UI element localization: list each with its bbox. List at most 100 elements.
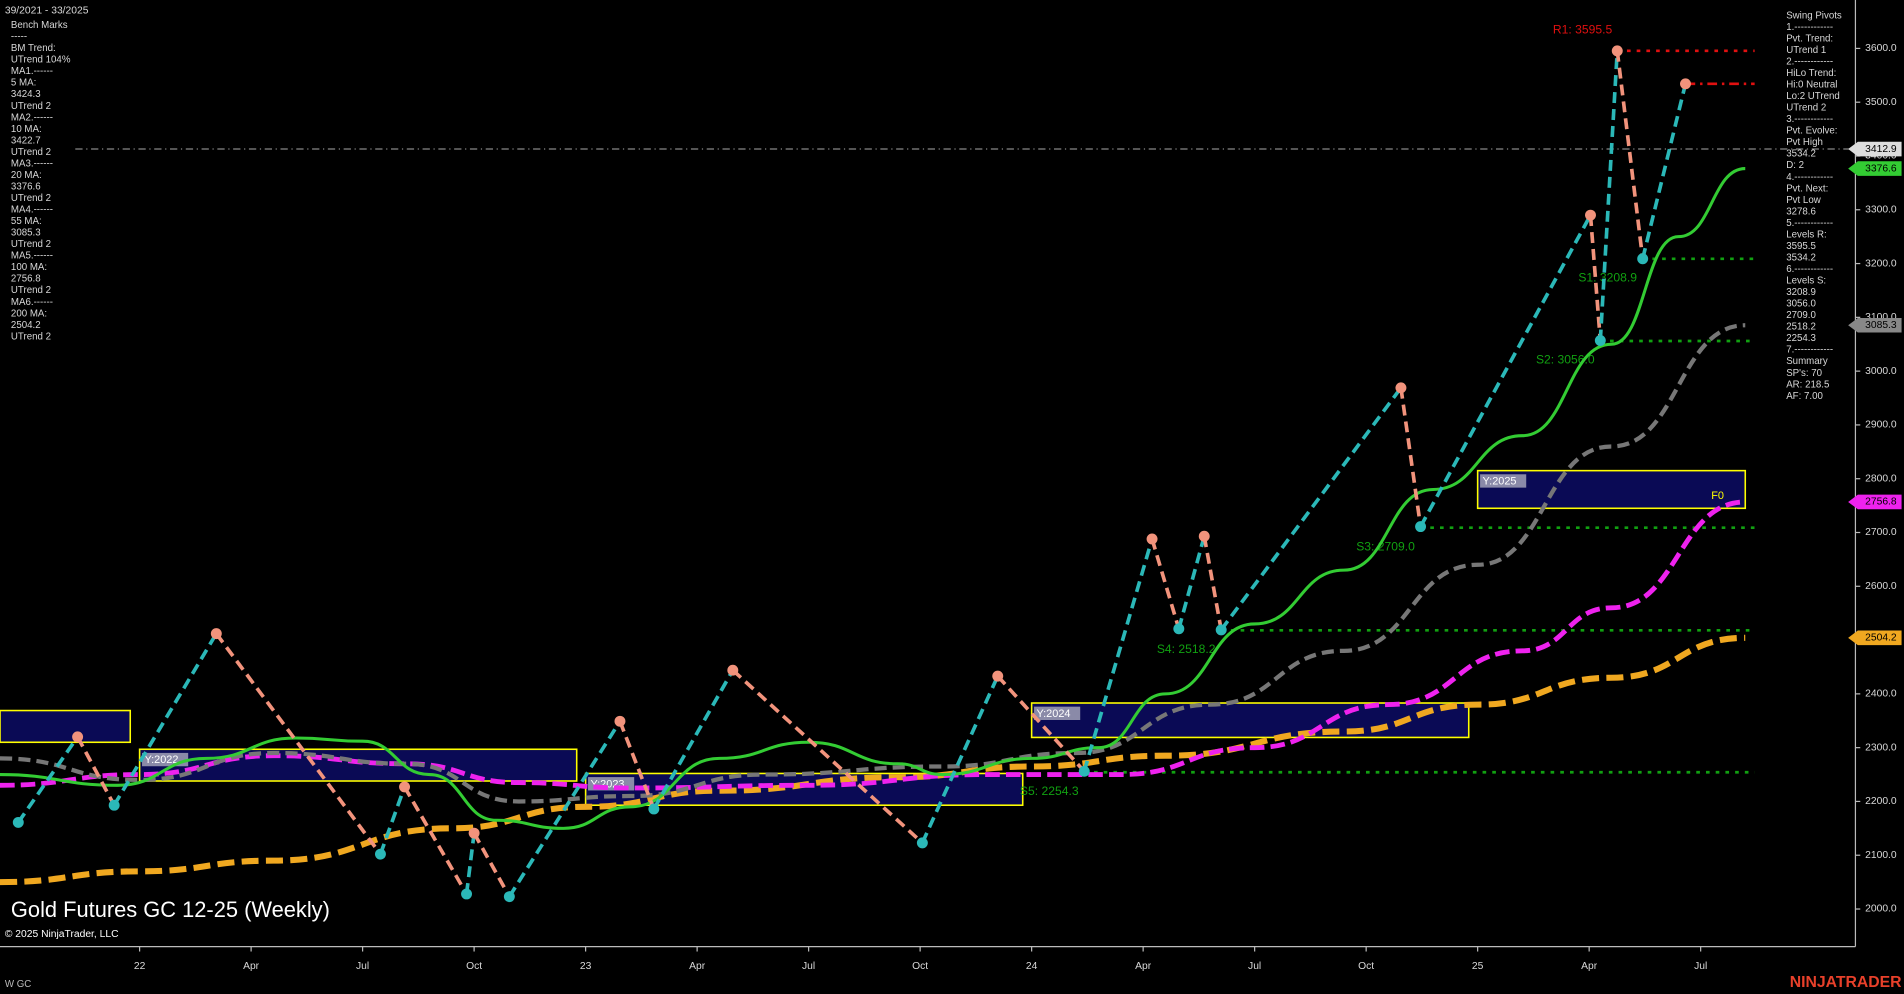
price-badge <box>1848 161 1902 176</box>
pivot-point <box>1078 765 1090 777</box>
benchmark-line: BM Trend: <box>11 43 56 54</box>
swing-pivot-line: 3534.2 <box>1786 252 1816 263</box>
x-tick-label: Jul <box>356 961 369 972</box>
pivot-leg <box>1640 83 1688 260</box>
x-tick-label: 25 <box>1472 961 1484 972</box>
year-box <box>0 709 132 744</box>
swing-pivot-line: AR: 218.5 <box>1786 379 1829 390</box>
benchmark-line: UTrend 2 <box>11 285 51 296</box>
chart-title: Gold Futures GC 12-25 (Weekly) <box>11 897 330 922</box>
pivot-leg <box>464 832 476 895</box>
pivot-leg <box>652 669 735 810</box>
y-tick-label: 2800.0 <box>1865 473 1897 484</box>
pivot-leg <box>1418 214 1593 528</box>
pivot-leg <box>378 786 407 855</box>
pivot-point <box>1146 533 1158 545</box>
swing-pivot-line: 3.------------ <box>1786 114 1833 125</box>
pivot-leg <box>472 832 511 898</box>
pivot-leg <box>731 668 924 845</box>
swing-pivot-line: 3056.0 <box>1786 299 1816 310</box>
swing-pivot-line: Pvt. Evolve: <box>1786 126 1837 137</box>
swing-pivot-line: 3534.2 <box>1786 149 1816 160</box>
pivot-leg <box>402 786 469 895</box>
pivot-point <box>727 664 739 676</box>
pivot-point <box>1585 209 1596 221</box>
year-box-label: Y:2025 <box>1483 475 1517 487</box>
year-box-tag <box>1480 474 1527 488</box>
pivot-leg <box>618 720 656 810</box>
swing-pivot-line: 2254.3 <box>1786 333 1816 344</box>
price-badge <box>1848 630 1902 646</box>
benchmark-line: MA2.------ <box>11 112 53 123</box>
annotation: F0 <box>1711 490 1724 502</box>
x-tick-label: Apr <box>689 961 706 972</box>
swing-pivot-line: Levels R: <box>1786 229 1826 240</box>
pivot-point <box>1415 521 1427 533</box>
level-label: S4: 2518.2 <box>1157 642 1216 656</box>
swing-pivot-line: 2518.2 <box>1786 322 1816 333</box>
swing-pivot-line: Lo:2 UTrend <box>1786 91 1840 102</box>
x-tick-label: 24 <box>1026 961 1038 972</box>
price-badge <box>1848 317 1902 333</box>
benchmark-line: 3422.7 <box>11 135 41 146</box>
pivot-point <box>12 816 24 828</box>
x-tick-label: Jul <box>1694 961 1707 972</box>
benchmark-line: ----- <box>11 32 27 43</box>
price-badge <box>1848 494 1902 510</box>
pivot-leg <box>920 675 1000 844</box>
y-tick-label: 3000.0 <box>1865 366 1897 377</box>
benchmark-line: 3376.6 <box>11 181 41 192</box>
pivot-point <box>648 803 660 815</box>
benchmark-line: 3085.3 <box>11 228 41 239</box>
benchmark-line: UTrend 2 <box>11 239 51 250</box>
pivot-leg <box>1615 50 1645 259</box>
moving-average <box>0 634 1746 886</box>
moving-average <box>0 499 1746 791</box>
benchmark-line: UTrend 2 <box>11 147 51 158</box>
benchmark-line: 2756.8 <box>11 274 41 285</box>
range-label: 39/2021 - 33/2025 <box>5 6 89 17</box>
swing-pivot-line: 4.------------ <box>1786 172 1833 183</box>
swing-pivot-line: Summary <box>1786 356 1828 367</box>
year-box <box>138 748 578 782</box>
pivot-leg <box>76 736 116 807</box>
swing-pivot-line: 3278.6 <box>1786 206 1816 217</box>
swing-pivot-line: 6.------------ <box>1786 264 1833 275</box>
y-tick-label: 2900.0 <box>1865 420 1897 431</box>
swing-pivot-line: 3595.5 <box>1786 241 1816 252</box>
benchmark-line: UTrend 2 <box>11 193 51 204</box>
year-box-label: Y:2023 <box>590 778 624 790</box>
pivot-point <box>503 891 515 903</box>
pivot-point <box>399 781 411 793</box>
pivot-point <box>1680 78 1691 90</box>
x-tick-label: Oct <box>1358 961 1374 972</box>
y-tick-label: 2000.0 <box>1865 904 1897 915</box>
x-tick-label: Jul <box>802 961 815 972</box>
pivot-point <box>468 827 480 839</box>
pivot-leg <box>1399 387 1423 527</box>
y-tick-label: 3600.0 <box>1865 43 1897 54</box>
x-tick-label: Oct <box>912 961 928 972</box>
level-label: S2: 3056.0 <box>1536 353 1595 367</box>
y-tick-label: 3300.0 <box>1865 204 1897 215</box>
price-badge <box>1848 141 1902 157</box>
x-tick-label: Jul <box>1248 961 1261 972</box>
benchmark-line: 3424.3 <box>11 89 41 100</box>
benchmark-line: Bench Marks <box>11 20 68 31</box>
benchmark-line: 10 MA: <box>11 124 42 135</box>
pivot-point <box>72 731 84 743</box>
price-badge-label: 2504.2 <box>1865 633 1897 644</box>
y-tick-label: 2300.0 <box>1865 742 1897 753</box>
pivot-point <box>210 628 222 640</box>
y-tick-label: 2100.0 <box>1865 850 1897 861</box>
price-badge-label: 3085.3 <box>1865 320 1897 331</box>
benchmark-line: MA6.------ <box>11 297 53 308</box>
swing-pivot-line: Levels S: <box>1786 276 1826 287</box>
year-box <box>1030 702 1470 739</box>
price-badge-label: 3412.9 <box>1865 144 1897 155</box>
y-tick-label: 2200.0 <box>1865 796 1897 807</box>
benchmark-line: MA5.------ <box>11 251 53 262</box>
brand: NINJATRADER <box>1790 974 1902 991</box>
y-tick-label: 3100.0 <box>1865 312 1897 323</box>
swing-pivot-line: 2709.0 <box>1786 310 1816 321</box>
